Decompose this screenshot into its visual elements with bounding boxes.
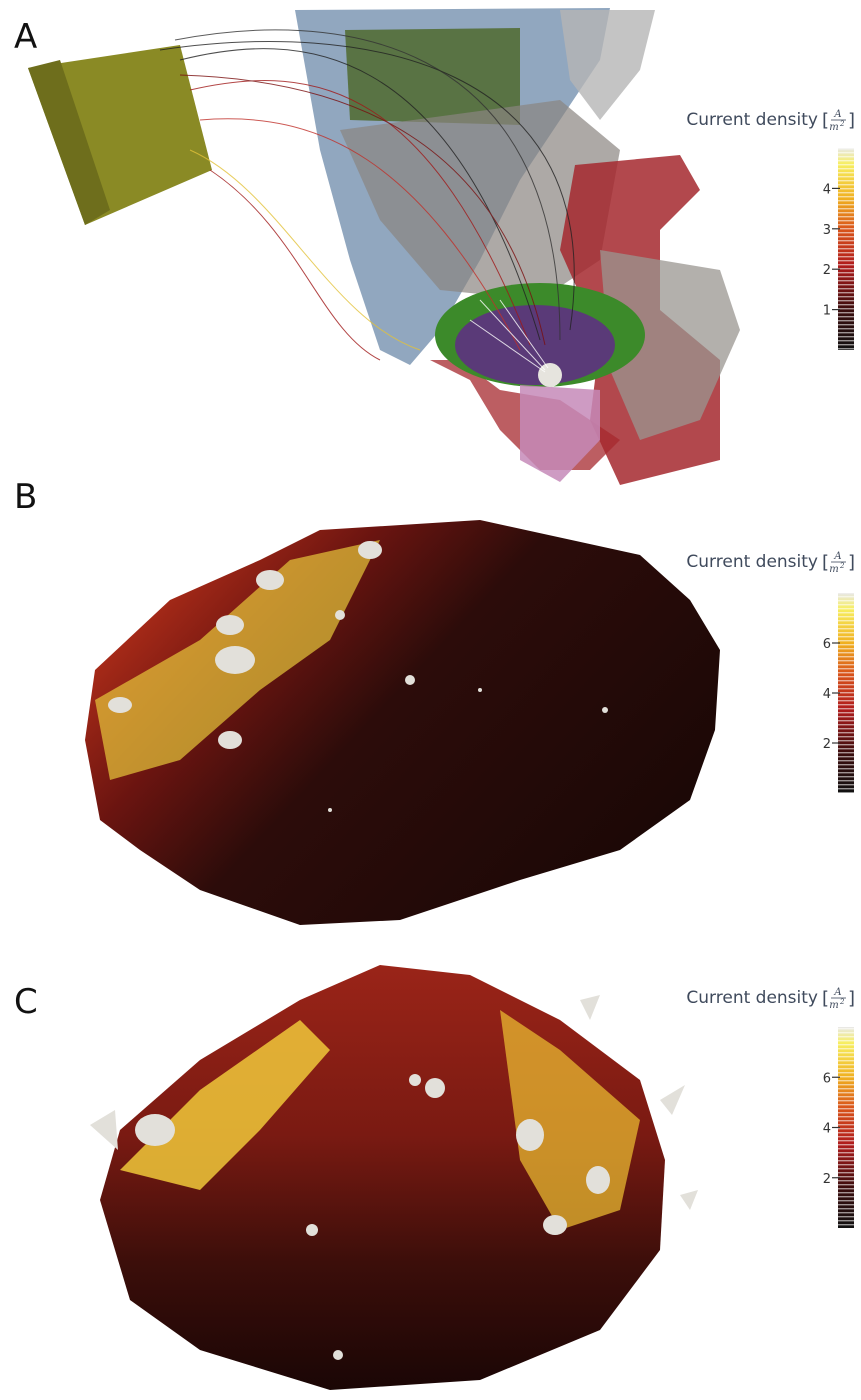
unit-exponent: 2 xyxy=(839,998,845,1006)
unit-denominator: m xyxy=(829,564,838,575)
panel-label: C xyxy=(14,982,38,1022)
colorbar-tick-label: 4 xyxy=(823,687,831,702)
unit-denominator: m xyxy=(829,1000,838,1011)
colorbar-title: Current density xyxy=(686,110,818,130)
unit-open: [ xyxy=(822,552,829,573)
colorbar-dashes xyxy=(838,1027,854,1228)
unit-denominator: m xyxy=(829,122,838,133)
colorbar-tick-label: 2 xyxy=(823,737,831,752)
colorbar-tick-label: 6 xyxy=(823,1071,831,1086)
unit-open: [ xyxy=(822,110,829,131)
unit-close: ] xyxy=(848,988,855,1009)
unit-close: ] xyxy=(848,110,855,131)
unit-exponent: 2 xyxy=(839,120,845,128)
unit-numerator: A xyxy=(833,551,841,562)
figure: ACurrent density[Am2]1234BCurrent densit… xyxy=(0,0,861,1400)
panel-label: A xyxy=(14,17,37,57)
unit-numerator: A xyxy=(833,987,841,998)
render-b xyxy=(85,520,720,925)
colorbar-tick-label: 6 xyxy=(823,637,831,652)
colorbar-tick-label: 3 xyxy=(823,223,831,238)
render-a xyxy=(28,8,740,485)
unit-exponent: 2 xyxy=(839,562,845,570)
colorbar-tick-label: 4 xyxy=(823,182,831,197)
unit-open: [ xyxy=(822,988,829,1009)
colorbar-tick-label: 2 xyxy=(823,263,831,278)
colorbar-tick-label: 4 xyxy=(823,1122,831,1137)
unit-close: ] xyxy=(848,552,855,573)
panel-label: B xyxy=(14,477,37,517)
colorbar-dashes xyxy=(838,148,854,350)
colorbar-tick-label: 1 xyxy=(823,304,831,319)
colorbar-title: Current density xyxy=(686,552,818,572)
colorbar-title: Current density xyxy=(686,988,818,1008)
unit-numerator: A xyxy=(833,109,841,120)
colorbar-tick-label: 2 xyxy=(823,1172,831,1187)
colorbar-dashes xyxy=(838,593,854,793)
render-c xyxy=(90,965,698,1390)
